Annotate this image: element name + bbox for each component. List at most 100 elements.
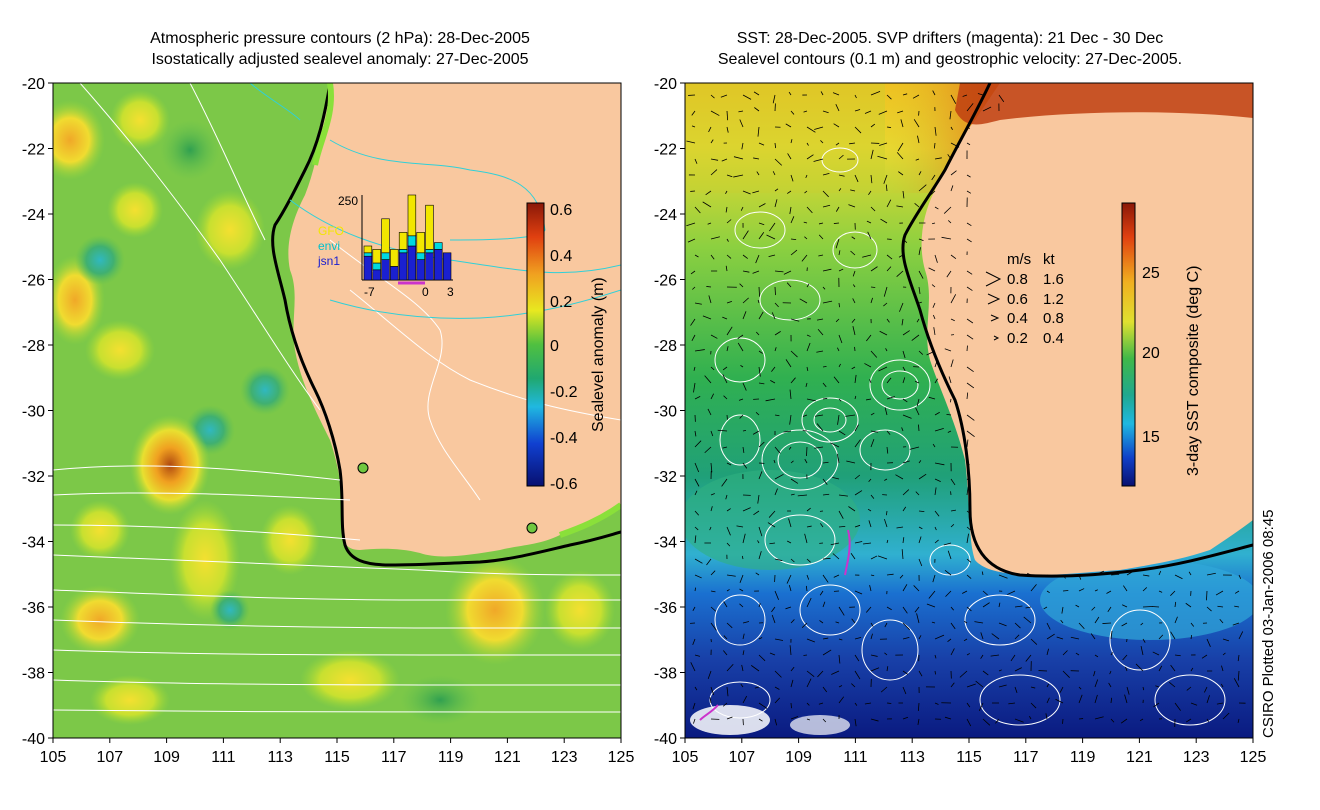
velocity-arrow [1026, 572, 1032, 576]
velocity-arrow [1122, 654, 1128, 661]
velocity-arrow [1151, 606, 1160, 608]
velocity-arrow [845, 414, 856, 417]
velocity-arrow [742, 633, 745, 640]
velocity-arrow [693, 718, 696, 724]
velocity-arrow [902, 414, 912, 419]
velocity-arrow [768, 254, 776, 258]
velocity-arrow [870, 430, 879, 433]
velocity-arrow [725, 206, 728, 213]
right-axis-lat-label: -30 [654, 404, 677, 421]
velocity-arrow [790, 716, 799, 720]
velocity-arrow [913, 119, 920, 128]
velocity-arrow [934, 378, 939, 384]
velocity-arrow [706, 558, 712, 566]
velocity-arrow [1110, 652, 1114, 656]
inset-bar-jsn1 [434, 249, 443, 281]
velocity-arrow [934, 206, 939, 210]
velocity-arrow [1061, 606, 1064, 614]
velocity-arrow [928, 267, 936, 272]
velocity-arrow [806, 638, 816, 643]
velocity-arrow [934, 510, 940, 517]
velocity-arrow [1170, 590, 1176, 596]
velocity-arrow [852, 326, 856, 336]
velocity-legend: m/s kt 0.8 1.6 0.6 1.2 0.4 0.8 0.2 0.4 [985, 251, 1064, 347]
velocity-arrow [774, 331, 781, 336]
velocity-arrow [694, 462, 700, 473]
velocity-arrow [704, 375, 712, 384]
velocity-arrow [932, 574, 936, 583]
velocity-arrow [1014, 686, 1018, 694]
velocity-arrow [934, 539, 939, 544]
velocity-arrow [1106, 590, 1112, 594]
inset-bar-jsn1 [407, 245, 417, 281]
velocity-arrow [816, 350, 824, 353]
right-axis-lon-label: 117 [1013, 749, 1039, 766]
velocity-arrow [790, 318, 800, 322]
velocity-arrow [926, 603, 936, 608]
velocity-arrow [822, 637, 829, 640]
velocity-arrow [805, 382, 808, 388]
velocity-arrow [1078, 574, 1082, 580]
velocity-arrow [710, 462, 713, 473]
velocity-arrow [742, 94, 752, 100]
velocity-arrow [833, 123, 840, 128]
velocity-arrow [790, 110, 795, 115]
velocity-arrow [966, 683, 976, 688]
velocity-arrow [870, 123, 876, 128]
velocity-arrow [1140, 646, 1144, 656]
velocity-arrow [822, 557, 831, 560]
velocity-arrow [933, 314, 936, 320]
velocity-arrow [790, 558, 795, 563]
velocity-arrow [981, 571, 984, 576]
velocity-arrow [870, 149, 874, 160]
velocity-arrow [694, 490, 698, 496]
velocity-arrow [1120, 718, 1128, 724]
velocity-arrow [742, 695, 748, 704]
left-axis-lon-label: 121 [494, 749, 521, 766]
velocity-arrow [1045, 713, 1048, 720]
inset-bar-jsn1 [372, 269, 381, 281]
velocity-arrow [726, 622, 733, 629]
velocity-arrow [742, 462, 748, 469]
velocity-arrow [726, 238, 729, 242]
velocity-arrow [1174, 702, 1181, 711]
velocity-arrow [966, 103, 974, 112]
velocity-arrow [806, 126, 816, 133]
velocity-arrow [822, 190, 829, 198]
velocity-arrow [1029, 715, 1032, 720]
velocity-arrow [1046, 622, 1051, 630]
velocity-arrow [774, 697, 781, 704]
velocity-arrow [966, 574, 972, 579]
velocity-arrow [913, 585, 920, 592]
velocity-arrow [1155, 685, 1160, 688]
velocity-arrow [870, 174, 873, 184]
velocity-arrow [804, 236, 808, 240]
velocity-arrow [966, 606, 972, 612]
velocity-arrow [868, 520, 872, 528]
velocity-arrow [943, 206, 952, 214]
inset-bar-envi [425, 249, 434, 254]
inset-bar-gfo [390, 249, 399, 267]
velocity-arrow [1234, 605, 1240, 608]
velocity-arrow [838, 606, 845, 616]
velocity-arrow [686, 222, 696, 227]
velocity-arrow [897, 142, 904, 152]
velocity-arrow [1233, 678, 1240, 688]
velocity-arrow [756, 171, 760, 176]
velocity-arrow [722, 702, 728, 707]
velocity-arrow [1142, 587, 1148, 592]
velocity-arrow [835, 621, 840, 624]
velocity-arrow [854, 94, 857, 99]
velocity-arrow [831, 670, 840, 675]
velocity-arrow [771, 614, 776, 624]
velocity-arrow [918, 247, 921, 256]
velocity-arrow [758, 222, 765, 226]
velocity-arrow [751, 665, 760, 672]
velocity-arrow [693, 382, 696, 393]
inset-legend-envi: envi [318, 239, 340, 253]
sealevel-tick-0: 0.6 [550, 202, 572, 219]
velocity-arrow [814, 126, 824, 130]
sst-tick-0: 25 [1142, 265, 1160, 282]
velocity-arrow [918, 635, 922, 640]
velocity-arrow [916, 318, 920, 323]
